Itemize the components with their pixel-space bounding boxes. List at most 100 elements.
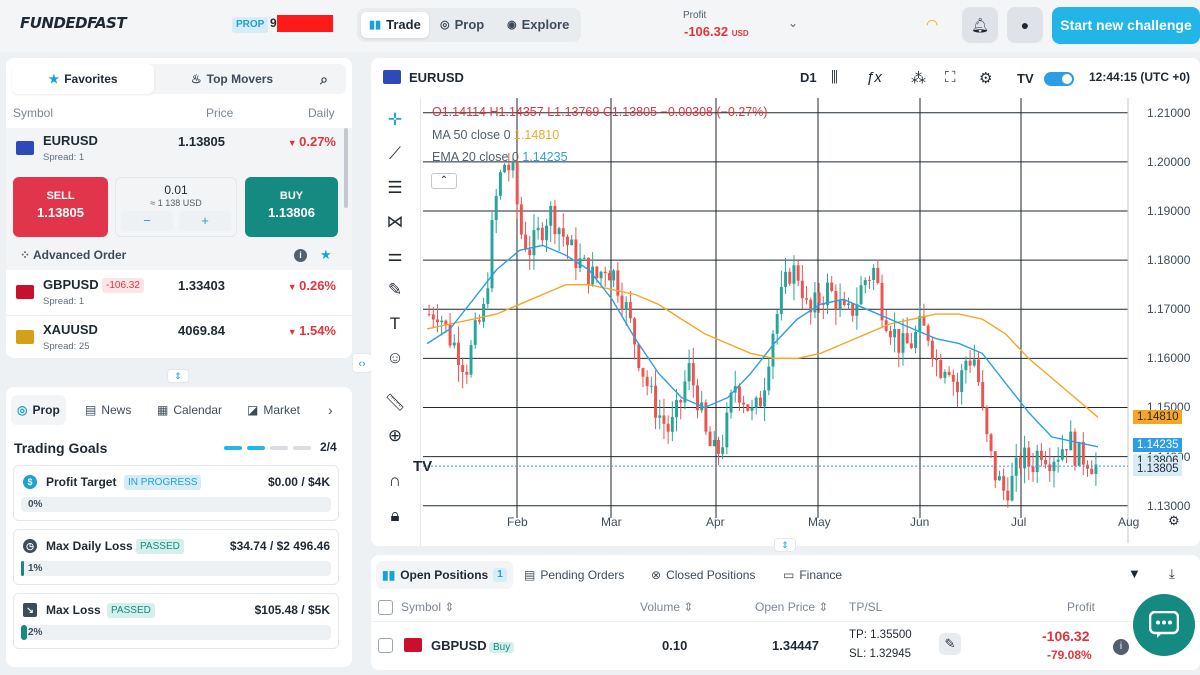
candle-body — [750, 407, 754, 411]
bell-button[interactable]: 🔔︎ — [962, 7, 998, 43]
chevron-down-icon[interactable]: ⌄ — [788, 16, 799, 30]
candle-body — [1039, 450, 1043, 460]
zoom-icon[interactable]: ⊕ — [387, 426, 403, 445]
price-chart[interactable] — [423, 98, 1194, 543]
symbol-name: XAUUSD — [43, 322, 98, 337]
positions-icon: ▮▮ — [382, 568, 396, 582]
status-badge: IN PROGRESS — [124, 475, 202, 490]
start-new-challenge-button[interactable]: Start new challenge — [1052, 7, 1200, 44]
goal-name: Max Daily Loss — [46, 539, 133, 553]
tab-pending-orders[interactable]: ▤ Pending Orders — [518, 561, 630, 589]
download-icon[interactable]: ⤓ — [1169, 566, 1175, 581]
lot-plus-button[interactable]: + — [179, 211, 231, 231]
high-label: H — [489, 105, 499, 119]
lot-minus-button[interactable]: − — [121, 211, 173, 231]
scrollbar[interactable] — [344, 128, 348, 208]
settings-icon[interactable]: ⚙ — [1168, 513, 1180, 528]
indicators-icon[interactable]: ƒx — [866, 69, 882, 86]
lot-value[interactable]: 0.01 — [164, 183, 188, 197]
tab-closed-positions[interactable]: ⊗ Closed Positions — [645, 561, 761, 589]
buy-label: BUY — [279, 190, 304, 202]
candle-body — [947, 371, 951, 375]
logo[interactable]: FUNDEDFAST — [20, 14, 127, 32]
col-symbol[interactable]: Symbol ⇕ — [401, 600, 455, 614]
high-value: 1.14357 — [498, 105, 544, 119]
tab-favorites[interactable]: ★ Favorites — [12, 64, 154, 94]
candle-body — [1060, 449, 1064, 460]
tab-prop[interactable]: ◎ Prop — [11, 395, 66, 425]
nav-trade[interactable]: ▮▮ Trade — [361, 12, 429, 38]
list-item[interactable]: GBPUSD -106.32 Spread: 1 1.33403 ▼ 0.26% — [6, 272, 352, 316]
pattern-icon[interactable]: ⋈ — [386, 212, 404, 231]
collapse-legend-icon[interactable]: ⌃ — [431, 173, 457, 189]
candle-body — [1002, 476, 1006, 491]
chart-toggle[interactable] — [1044, 72, 1074, 86]
trading-goals-title: Trading Goals — [14, 440, 108, 456]
candle-body — [553, 205, 557, 235]
chevron-right-icon[interactable]: › — [328, 402, 333, 418]
info-icon[interactable]: i — [294, 249, 307, 262]
x-tick-label: Jul — [1011, 515, 1027, 529]
filter-icon[interactable]: ▼ — [1128, 566, 1141, 581]
col-open-price[interactable]: Open Price ⇕ — [755, 600, 829, 614]
fib-icon[interactable]: ☰ — [387, 178, 403, 197]
edit-icon[interactable]: ✎ — [939, 633, 961, 655]
crosshair-icon[interactable]: ✛ — [387, 110, 403, 129]
candle-body — [524, 234, 528, 250]
fullscreen-icon[interactable]: ⛶ — [945, 69, 956, 86]
chat-button[interactable] — [1133, 594, 1195, 656]
collapse-sidebar-icon[interactable]: ‹› — [352, 353, 372, 373]
info-icon[interactable]: i — [1113, 639, 1129, 655]
chart-symbol[interactable]: EURUSD — [409, 70, 464, 85]
tab-calendar[interactable]: ▦ Calendar — [151, 395, 228, 425]
star-icon[interactable]: ★ — [320, 247, 332, 262]
candle-body — [1094, 464, 1098, 474]
tradingview-logo-icon[interactable]: TV — [1017, 71, 1034, 86]
buy-button[interactable]: BUY 1.13806 — [245, 177, 338, 237]
sell-button[interactable]: SELL 1.13805 — [13, 177, 108, 237]
tab-finance[interactable]: ▭ Finance — [777, 561, 848, 589]
templates-icon[interactable]: ⁂ — [911, 70, 926, 87]
profile-button[interactable]: ● — [1007, 7, 1043, 43]
lock-icon[interactable]: 🔒︎ — [390, 506, 400, 525]
resize-handle[interactable]: ⇕ — [774, 538, 796, 552]
tab-top-movers[interactable]: ♨ Top Movers — [172, 64, 292, 94]
col-volume[interactable]: Volume ⇕ — [640, 600, 694, 614]
candle-body — [549, 205, 553, 226]
candle-body — [817, 292, 821, 304]
magnet-icon[interactable]: ∩ — [388, 471, 402, 490]
search-icon[interactable]: ⌕ — [320, 71, 328, 87]
candle-body — [956, 381, 959, 392]
trendline-icon[interactable]: ⟋ — [389, 144, 401, 163]
projection-icon[interactable]: ⚌ — [387, 246, 403, 265]
candle-body — [448, 324, 452, 346]
top-bar: FUNDEDFAST PROP 9 ▮▮ Trade ◎ Prop ◉ Expl… — [0, 0, 1200, 52]
col-price: Price — [206, 106, 234, 120]
tab-news-label: News — [101, 403, 132, 417]
timeframe-select[interactable]: D1 — [800, 70, 817, 85]
text-icon[interactable]: T — [389, 314, 401, 333]
ruler-icon[interactable]: 📏︎ — [384, 393, 406, 412]
goals-count: 2/4 — [320, 440, 337, 454]
resize-handle[interactable]: ⇕ — [167, 369, 189, 383]
candle-body — [809, 299, 813, 313]
candles-icon[interactable]: ⫼ — [831, 69, 838, 86]
tab-news[interactable]: ▤ News — [79, 395, 137, 425]
advanced-order-link[interactable]: ⁘ Advanced Order — [20, 248, 126, 262]
tab-market[interactable]: ◪ Market — [241, 395, 306, 425]
col-symbol: Symbol — [13, 106, 54, 120]
nav-explore[interactable]: ◉ Explore — [499, 12, 577, 38]
candle-body — [997, 476, 1001, 481]
brush-icon[interactable]: ✎ — [387, 280, 403, 299]
nav-prop[interactable]: ◎ Prop — [432, 12, 492, 38]
row-checkbox[interactable] — [378, 638, 393, 653]
list-item[interactable]: XAUUSD Spread: 25 4069.84 ▼ 1.54% — [6, 317, 352, 361]
candle-body — [943, 371, 947, 378]
select-all-checkbox[interactable] — [378, 600, 393, 615]
gear-icon[interactable]: ⚙ — [979, 70, 993, 87]
ma-legend: MA 50 close 0 1.14810 — [432, 128, 559, 142]
tab-open-positions[interactable]: ▮▮ Open Positions 1 — [376, 561, 513, 589]
goal-pct: 0% — [28, 499, 43, 510]
emoji-icon[interactable]: ☺ — [386, 348, 404, 367]
main-nav: ▮▮ Trade ◎ Prop ◉ Explore — [357, 8, 581, 42]
